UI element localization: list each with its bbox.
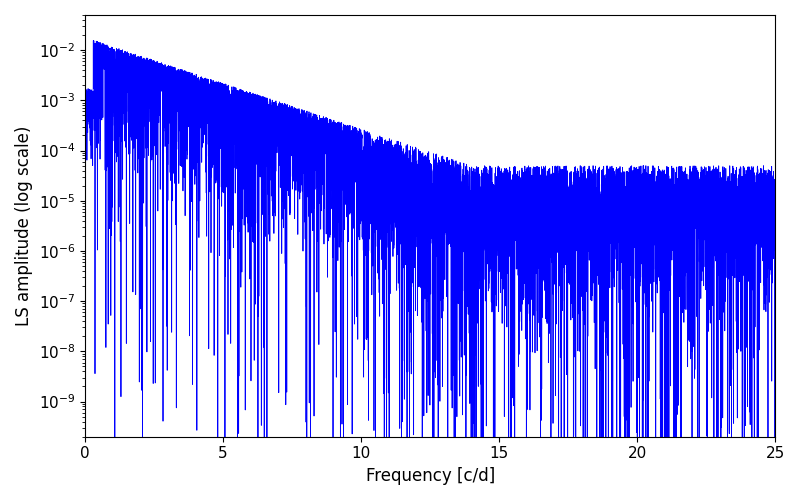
Y-axis label: LS amplitude (log scale): LS amplitude (log scale)	[15, 126, 33, 326]
X-axis label: Frequency [c/d]: Frequency [c/d]	[366, 467, 494, 485]
